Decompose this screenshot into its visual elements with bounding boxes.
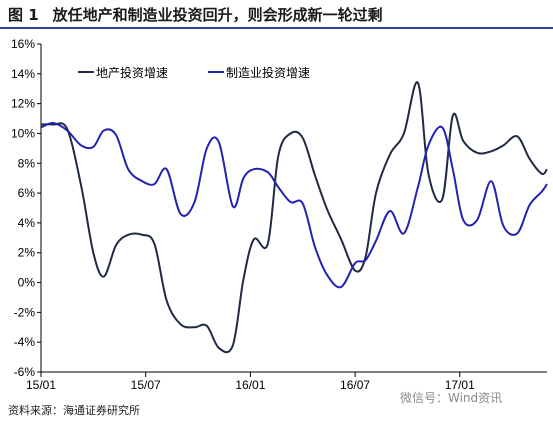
y-tick-label: 12% [11, 97, 35, 111]
chart-axes [40, 44, 547, 373]
legend-label: 地产投资增速 [96, 65, 168, 80]
x-tick-label: 17/01 [445, 378, 475, 392]
x-tick-label: 16/07 [340, 378, 370, 392]
y-tick-label: -2% [14, 305, 36, 319]
figure-title-text: 放任地产和制造业投资回升，则会形成新一轮过剩 [52, 6, 383, 24]
y-axis-ticks: -6% -4% -2% 0% 2% 4% 6% 8% 10% 12% 14% 16% [11, 37, 41, 379]
series-line-real-estate [40, 81, 548, 354]
y-tick-label: 2% [18, 246, 36, 260]
title-underline [0, 27, 553, 29]
y-tick-label: 16% [11, 37, 35, 51]
y-tick-label: 4% [18, 216, 36, 230]
figure-label: 图 1 [8, 6, 39, 24]
y-tick-label: 14% [11, 67, 35, 81]
y-tick-label: 10% [11, 126, 35, 140]
figure-title: 图 1 放任地产和制造业投资回升，则会形成新一轮过剩 [8, 4, 383, 25]
x-tick-label: 15/01 [26, 378, 56, 392]
y-tick-label: 8% [18, 156, 36, 170]
series-lines [40, 81, 548, 354]
y-tick-label: -6% [14, 365, 36, 379]
watermark: 微信号：Wind资讯 [400, 391, 503, 405]
source-note: 资料来源：海通证券研究所 [8, 404, 140, 417]
x-tick-label: 15/07 [131, 378, 161, 392]
series-line-manufacturing [40, 121, 548, 289]
x-axis-ticks: 15/01 15/07 16/01 16/07 17/01 [26, 372, 475, 392]
chart-legend: 地产投资增速 制造业投资增速 [78, 65, 310, 80]
figure-header: 图 1 放任地产和制造业投资回升，则会形成新一轮过剩 [0, 0, 553, 30]
y-tick-label: -4% [14, 335, 36, 349]
y-tick-label: 0% [18, 276, 36, 290]
legend-label: 制造业投资增速 [226, 65, 310, 80]
y-tick-label: 6% [18, 186, 36, 200]
x-tick-label: 16/01 [235, 378, 265, 392]
line-chart: -6%-4%-2%0%2%4%6%8%10%12%14%16% 15/01 15/… [11, 37, 548, 392]
